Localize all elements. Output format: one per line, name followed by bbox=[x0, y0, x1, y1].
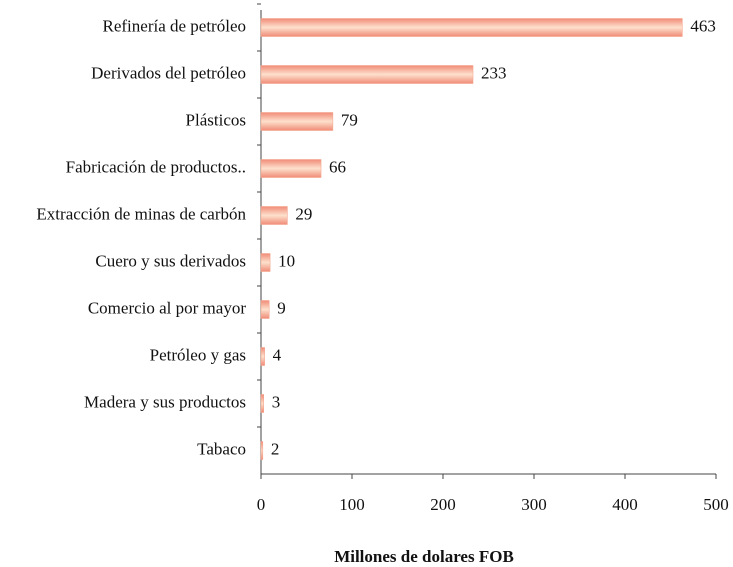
data-label: 233 bbox=[481, 63, 507, 82]
data-label: 3 bbox=[272, 392, 281, 411]
bar bbox=[260, 18, 683, 37]
data-label: 79 bbox=[341, 110, 358, 129]
bar bbox=[260, 347, 265, 366]
x-axis-label: Millones de dolares FOB bbox=[334, 547, 514, 566]
bar bbox=[260, 159, 322, 178]
x-tick-label: 200 bbox=[430, 495, 456, 514]
x-tick-label: 300 bbox=[521, 495, 547, 514]
x-tick-label: 100 bbox=[339, 495, 365, 514]
y-tick-label: Madera y sus productos bbox=[84, 392, 246, 411]
bar bbox=[260, 394, 264, 413]
bar bbox=[260, 441, 264, 460]
y-tick-label: Fabricación de productos.. bbox=[66, 157, 246, 176]
x-tick-label: 400 bbox=[612, 495, 638, 514]
data-label: 4 bbox=[273, 345, 282, 364]
bar bbox=[260, 112, 334, 131]
y-tick-label: Tabaco bbox=[197, 439, 246, 458]
bar bbox=[260, 253, 271, 272]
data-label: 66 bbox=[329, 157, 346, 176]
data-label: 9 bbox=[277, 298, 286, 317]
x-tick-label: 500 bbox=[703, 495, 729, 514]
y-tick-label: Refinería de petróleo bbox=[103, 16, 247, 35]
y-tick-label: Cuero y sus derivados bbox=[95, 251, 246, 270]
bar bbox=[260, 300, 270, 319]
x-tick-label: 0 bbox=[257, 495, 266, 514]
y-tick-label: Extracción de minas de carbón bbox=[36, 204, 246, 223]
y-tick-label: Plásticos bbox=[186, 110, 246, 129]
data-label: 29 bbox=[295, 204, 312, 223]
data-label: 2 bbox=[271, 439, 280, 458]
data-label: 10 bbox=[278, 251, 295, 270]
y-tick-label: Petróleo y gas bbox=[150, 345, 246, 364]
bar bbox=[260, 206, 288, 225]
y-tick-label: Derivados del petróleo bbox=[91, 63, 246, 82]
y-tick-label: Comercio al por mayor bbox=[88, 298, 246, 317]
bar bbox=[260, 65, 474, 84]
data-label: 463 bbox=[690, 16, 716, 35]
